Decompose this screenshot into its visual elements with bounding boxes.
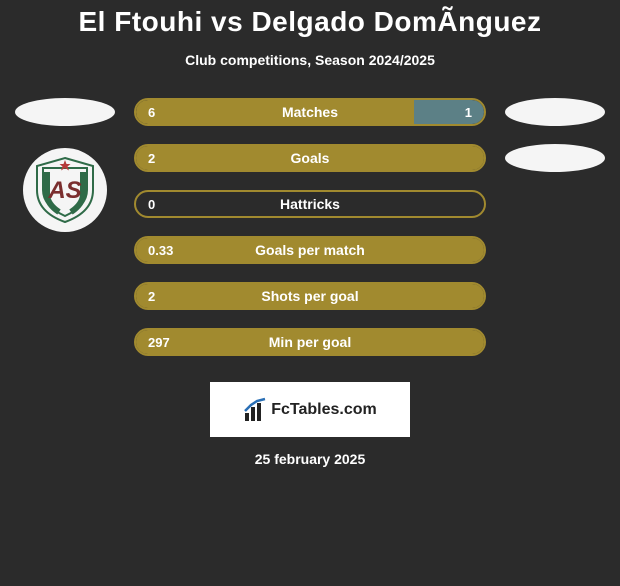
stats-bars: 61Matches 2Goals 0Hattricks 0.33Goals per m…	[130, 98, 490, 356]
stat-label: Shots per goal	[136, 284, 484, 308]
right-player-col	[490, 98, 620, 172]
stat-bar: 297Min per goal	[134, 328, 486, 356]
stat-bar: 0.33Goals per match	[134, 236, 486, 264]
right-player-avatar	[505, 98, 605, 126]
stat-bar: 61Matches	[134, 98, 486, 126]
stat-label: Goals	[136, 146, 484, 170]
fctables-icon	[243, 397, 269, 423]
date-label: 25 february 2025	[0, 451, 620, 467]
logo-text: FcTables.com	[271, 401, 377, 419]
stat-bar: 2Goals	[134, 144, 486, 172]
subtitle: Club competitions, Season 2024/2025	[0, 52, 620, 68]
left-player-avatar	[15, 98, 115, 126]
right-club-badge	[505, 144, 605, 172]
stat-label: Min per goal	[136, 330, 484, 354]
stat-label: Goals per match	[136, 238, 484, 262]
page-title: El Ftouhi vs Delgado DomÃ­nguez	[0, 6, 620, 38]
comparison-row: AS 61Matches 2Goals 0Hattricks 0.33Goals pe…	[0, 98, 620, 356]
source-logo[interactable]: FcTables.com	[210, 382, 410, 437]
stat-label: Matches	[136, 100, 484, 124]
club-crest-icon: AS	[29, 154, 101, 226]
svg-text:AS: AS	[47, 177, 81, 204]
stat-bar: 0Hattricks	[134, 190, 486, 218]
left-club-badge: AS	[23, 148, 107, 232]
stat-bar: 2Shots per goal	[134, 282, 486, 310]
left-player-col: AS	[0, 98, 130, 232]
stat-label: Hattricks	[136, 192, 484, 216]
